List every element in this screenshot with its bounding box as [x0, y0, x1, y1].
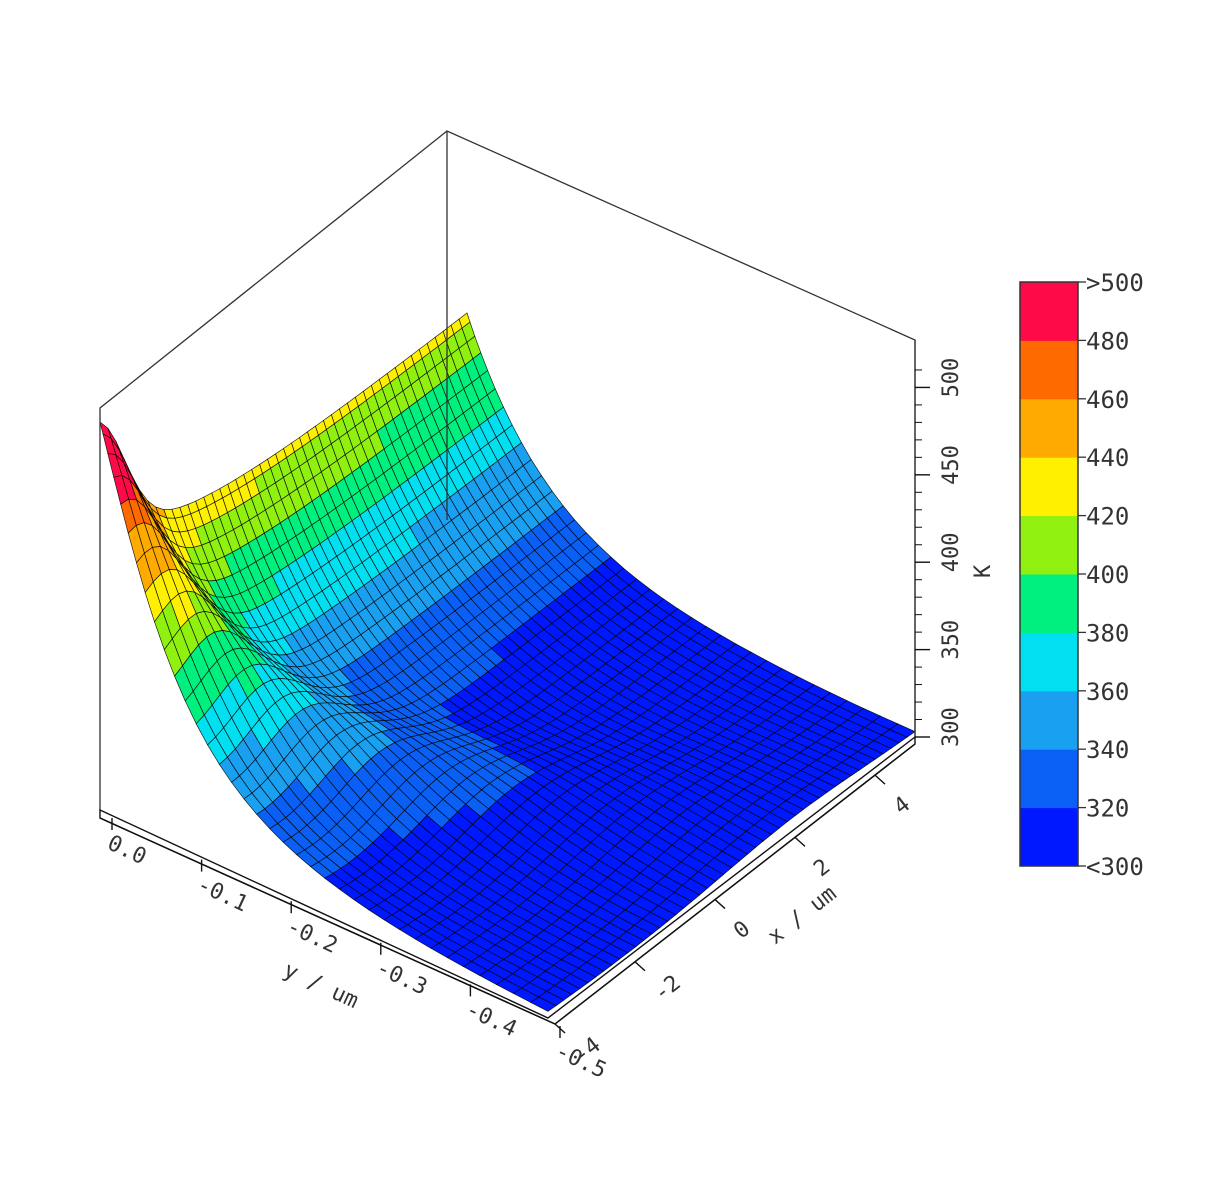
y-axis-title: y / um [279, 958, 362, 1014]
colorbar-swatch [1020, 574, 1078, 633]
y-tick-label: -0.2 [283, 914, 342, 959]
colorbar-label: 340 [1086, 736, 1129, 764]
colorbar-swatch [1020, 515, 1078, 575]
x-tick-mark [714, 899, 726, 910]
colorbar-swatch [1020, 749, 1078, 809]
colorbar-label: 400 [1086, 561, 1129, 589]
colorbar-label: 420 [1086, 503, 1129, 531]
z-tick-label: 500 [939, 358, 964, 398]
x-tick-mark [874, 774, 886, 785]
x-tick-label: -2 [649, 971, 685, 1007]
colorbar-label: 460 [1086, 386, 1129, 414]
z-tick-label: 400 [939, 532, 964, 572]
z-axis-title: K [971, 564, 996, 578]
colorbar-label: 440 [1086, 444, 1129, 472]
x-axis-title: x / um [763, 881, 841, 950]
colorbar: >500 480 460 440 420 400 380 360 340 320 <300 [1019, 269, 1144, 881]
y-tick-label: -0.1 [193, 872, 252, 917]
colorbar-swatch [1020, 340, 1078, 400]
colorbar-swatch [1020, 457, 1078, 517]
x-tick-label: 0 [729, 916, 755, 944]
z-tick-label: 300 [939, 707, 964, 747]
x-tick-mark [554, 1023, 566, 1034]
colorbar-swatch [1020, 807, 1078, 867]
z-tick-label: 450 [939, 445, 964, 485]
z-axis: 300 350 400 450 500 [914, 340, 964, 747]
colorbar-swatch [1020, 690, 1078, 750]
colorbar-swatch [1020, 398, 1078, 458]
colorbar-label: 380 [1086, 619, 1129, 647]
x-tick-label: 2 [809, 854, 835, 882]
surface-cell [530, 996, 557, 1012]
surface-mesh [99, 312, 916, 1012]
colorbar-label: 320 [1086, 795, 1129, 823]
x-tick-mark [634, 961, 646, 972]
colorbar-label: >500 [1086, 269, 1144, 297]
x-tick-label: 4 [889, 792, 915, 820]
colorbar-label: 360 [1086, 678, 1129, 706]
base-frame [99, 735, 916, 1025]
colorbar-swatch [1020, 632, 1078, 692]
y-tick-label: -0.3 [372, 956, 431, 1001]
colorbar-swatch [1020, 282, 1078, 341]
colorbar-label: <300 [1086, 853, 1144, 881]
x-tick-mark [794, 836, 806, 847]
colorbar-label: 480 [1086, 327, 1129, 355]
z-tick-label: 350 [939, 620, 964, 660]
y-tick-label: 0.0 [103, 831, 150, 870]
